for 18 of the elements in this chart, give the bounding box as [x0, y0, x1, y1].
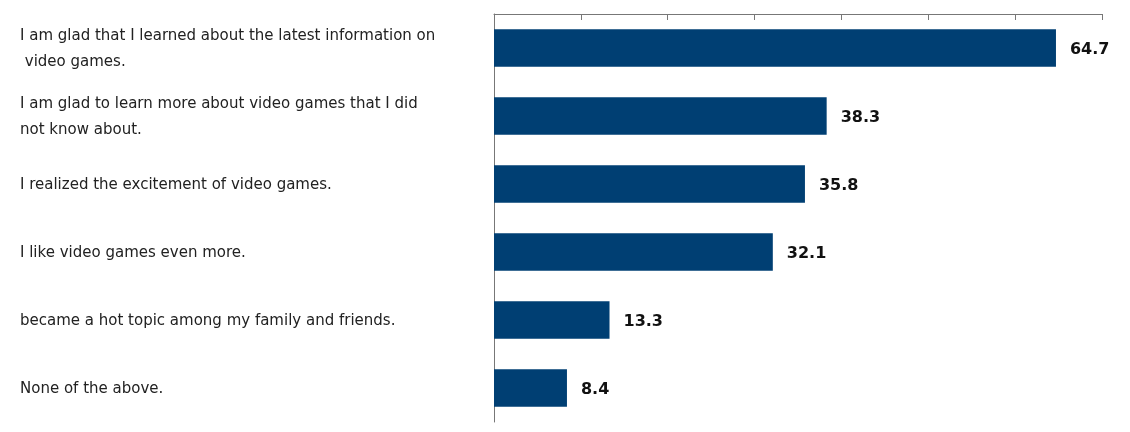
y-tick-label: I like video games even more. [20, 243, 246, 261]
data-label: 35.8 [818, 174, 859, 194]
data-label: 38.3 [840, 106, 881, 126]
y-tick-label: I realized the excitement of video games. [20, 175, 332, 193]
bar [494, 97, 827, 135]
data-label: 64.7 [1069, 38, 1110, 58]
y-tick-label: I am glad to learn more about video games that I did not know about. [20, 94, 423, 138]
y-tick-label: I am glad that I learned about the latest information on video games. [20, 26, 436, 70]
data-label: 13.3 [623, 310, 663, 330]
bar [494, 233, 773, 271]
data-label: 32.1 [786, 242, 827, 262]
bar [494, 29, 1056, 67]
bar [494, 369, 567, 407]
bar [494, 165, 805, 203]
data-label: 8.4 [580, 378, 610, 398]
y-tick-label: None of the above. [20, 379, 164, 397]
y-tick-label: became a hot topic among my family and friends. [20, 311, 396, 329]
bar [494, 301, 610, 339]
